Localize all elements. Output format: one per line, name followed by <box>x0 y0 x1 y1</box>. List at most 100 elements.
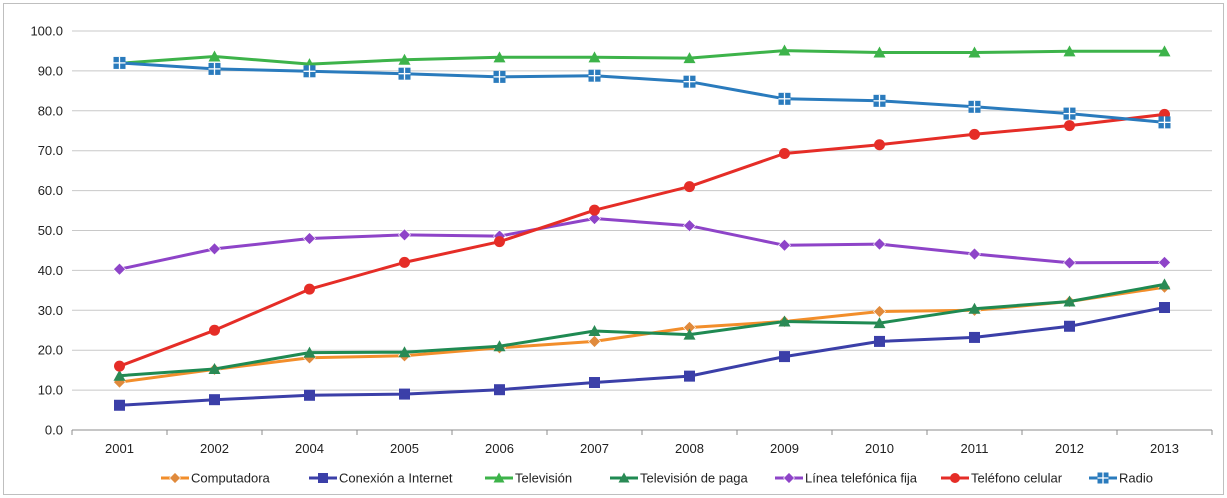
data-point <box>683 52 696 64</box>
series-3 <box>113 278 1171 381</box>
data-point <box>778 92 791 105</box>
legend-label: Televisión <box>515 471 572 486</box>
data-point <box>494 236 505 248</box>
legend-item-5: Teléfono celular <box>941 471 1063 486</box>
data-point <box>114 399 125 411</box>
data-point <box>873 317 886 329</box>
data-point <box>399 388 410 400</box>
legend-item-2: Televisión <box>485 471 572 486</box>
data-point <box>683 219 696 233</box>
y-tick-label: 100.0 <box>30 24 63 39</box>
legend-item-6: Radio <box>1089 471 1153 486</box>
data-point <box>950 473 960 483</box>
series-4 <box>113 212 1171 276</box>
legend-label: Computadora <box>191 471 271 486</box>
data-point <box>493 340 506 352</box>
data-point <box>1158 278 1171 290</box>
data-point <box>1158 116 1171 129</box>
data-point <box>398 67 411 80</box>
data-point <box>303 232 316 245</box>
x-tick-label: 2008 <box>675 441 704 456</box>
series-line <box>119 306 1165 407</box>
data-point <box>1158 45 1171 57</box>
legend-item-0: Computadora <box>161 471 271 486</box>
series-layer <box>113 44 1171 411</box>
data-point <box>113 56 126 69</box>
data-point <box>208 62 221 75</box>
data-point <box>683 328 696 340</box>
series-0 <box>113 280 1171 389</box>
data-point <box>969 128 980 140</box>
x-tick-label: 2002 <box>200 441 229 456</box>
series-line <box>119 282 1165 378</box>
data-point <box>1097 472 1109 484</box>
data-point <box>398 53 411 65</box>
data-point <box>399 256 410 268</box>
data-point <box>493 51 506 63</box>
series-6 <box>113 56 1171 129</box>
data-point <box>873 237 886 251</box>
data-point <box>1063 107 1076 120</box>
data-point <box>588 325 601 337</box>
data-point <box>589 204 600 216</box>
axis-layer: 0.0 10.0 20.0 30.0 40.0 50.0 60.0 70.0 80.0 90.0 1… <box>30 24 1213 456</box>
data-point <box>494 384 505 396</box>
data-point <box>874 335 885 347</box>
data-point <box>304 283 315 295</box>
data-point <box>1159 302 1170 314</box>
y-tick-label: 20.0 <box>38 343 63 358</box>
data-point <box>398 228 411 242</box>
series-line <box>119 61 1165 124</box>
y-tick-label: 90.0 <box>38 63 63 78</box>
legend-item-1: Conexión a Internet <box>309 471 453 486</box>
legend-label: Radio <box>1119 471 1153 486</box>
data-point <box>783 472 795 484</box>
data-point <box>209 394 220 406</box>
x-tick-label: 2005 <box>390 441 419 456</box>
data-point <box>493 70 506 83</box>
data-point <box>588 212 601 225</box>
data-point <box>873 46 886 58</box>
data-point <box>303 65 316 78</box>
x-tick-label: 2001 <box>105 441 134 456</box>
x-tick-label: 2004 <box>295 441 324 456</box>
data-point <box>778 44 791 56</box>
x-tick-label: 2012 <box>1055 441 1084 456</box>
y-tick-label: 80.0 <box>38 103 63 118</box>
data-point <box>208 362 221 374</box>
x-tick-label: 2007 <box>580 441 609 456</box>
data-point <box>303 346 316 358</box>
data-point <box>968 100 981 113</box>
series-2 <box>113 44 1171 70</box>
x-tick-label: 2011 <box>961 441 989 456</box>
data-point <box>169 472 181 484</box>
series-line <box>118 112 1165 368</box>
data-point <box>778 238 791 252</box>
data-point <box>873 94 886 107</box>
y-tick-label: 70.0 <box>38 143 63 158</box>
data-point <box>1063 256 1076 270</box>
data-point <box>588 69 601 82</box>
data-point <box>589 377 600 389</box>
data-point <box>779 147 790 159</box>
x-tick-label: 2006 <box>485 441 514 456</box>
data-point <box>968 46 981 58</box>
y-tick-label: 0.0 <box>45 423 63 438</box>
data-point <box>968 247 981 261</box>
x-tick-label: 2009 <box>770 441 799 456</box>
y-tick-label: 50.0 <box>38 223 63 238</box>
data-point <box>493 472 505 483</box>
y-tick-label: 60.0 <box>38 183 63 198</box>
data-point <box>968 302 981 314</box>
legend-label: Teléfono celular <box>971 471 1063 486</box>
data-point <box>684 370 695 382</box>
legend-item-4: Línea telefónica fija <box>775 471 918 486</box>
data-point <box>969 331 980 343</box>
data-point <box>1158 255 1171 269</box>
series-line <box>119 217 1165 271</box>
data-point <box>1063 295 1076 307</box>
x-tick-label: 2013 <box>1150 441 1179 456</box>
data-point <box>1064 320 1075 332</box>
legend-label: Línea telefónica fija <box>805 471 918 486</box>
data-point <box>684 181 695 193</box>
